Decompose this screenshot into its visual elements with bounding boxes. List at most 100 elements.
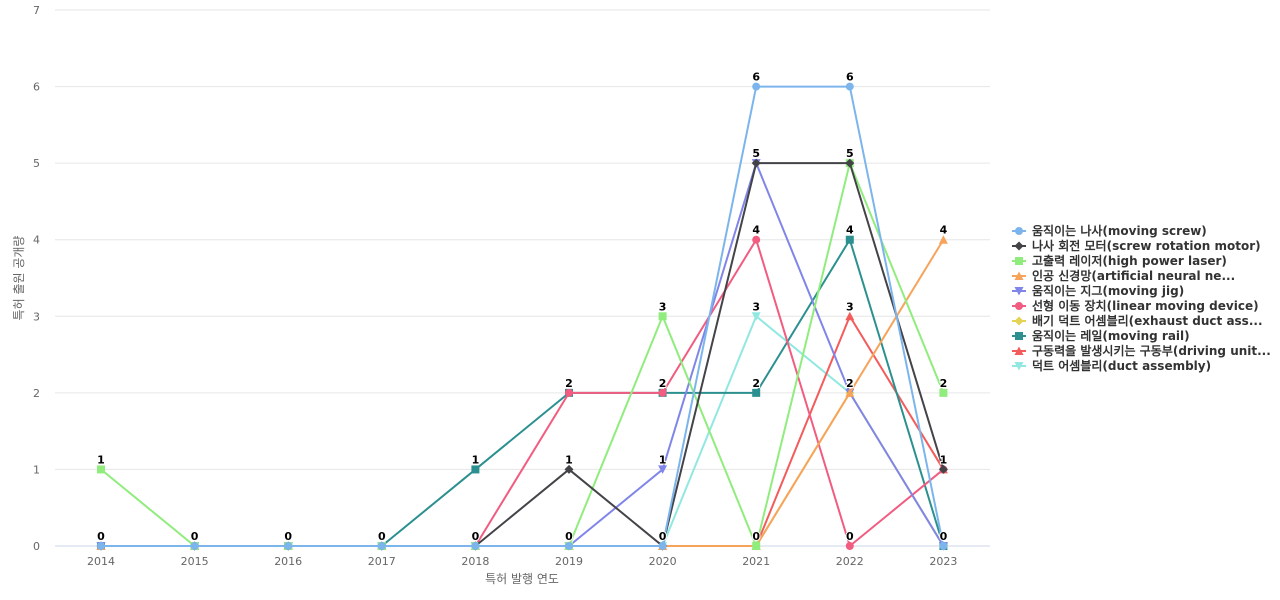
legend-item[interactable]: 움직이는 지그(moving jig) <box>1012 283 1184 298</box>
y-tick-label: 0 <box>33 540 40 553</box>
y-tick-label: 5 <box>33 157 40 170</box>
legend-item[interactable]: 나사 회전 모터(screw rotation motor) <box>1012 238 1261 253</box>
legend-marker[interactable] <box>1014 241 1024 251</box>
legend-item[interactable]: 움직이는 레일(moving rail) <box>1012 328 1190 343</box>
data-label: 3 <box>752 300 760 313</box>
legend-label: 인공 신경망(artificial neural ne... <box>1032 268 1235 283</box>
x-tick-label: 2015 <box>181 555 209 568</box>
series-point[interactable] <box>564 464 574 474</box>
data-label: 0 <box>659 530 667 543</box>
y-tick-label: 1 <box>33 463 40 476</box>
legend-marker[interactable] <box>1015 302 1023 310</box>
series-point[interactable] <box>939 542 948 550</box>
legend-marker[interactable] <box>1015 227 1023 235</box>
series-point[interactable] <box>845 158 855 168</box>
series-point[interactable] <box>752 82 761 91</box>
x-tick-label: 2018 <box>461 555 489 568</box>
x-axis-title: 특허 발행 연도 <box>485 571 559 586</box>
series-point[interactable] <box>752 388 761 397</box>
series-point[interactable] <box>845 82 854 91</box>
legend-item[interactable]: 덕트 어셈블리(duct assembly) <box>1012 358 1211 373</box>
x-tick-label: 2023 <box>929 555 957 568</box>
data-label: 2 <box>565 377 573 390</box>
data-label: 6 <box>752 71 760 84</box>
legend-item[interactable]: 고출력 레이저(high power laser) <box>1012 253 1227 268</box>
series-point[interactable] <box>751 312 761 321</box>
series-point[interactable] <box>845 388 855 397</box>
series-point[interactable] <box>938 235 948 244</box>
series-point[interactable] <box>284 542 293 550</box>
data-label: 4 <box>846 224 854 237</box>
data-label: 5 <box>752 147 760 160</box>
legend-label: 고출력 레이저(high power laser) <box>1032 253 1227 268</box>
legend-marker[interactable] <box>1014 287 1024 296</box>
legend-item[interactable]: 구동력을 발생시키는 구동부(driving unit... <box>1012 343 1271 358</box>
series-point[interactable] <box>471 542 480 550</box>
data-label: 3 <box>659 300 667 313</box>
series-point[interactable] <box>97 465 105 474</box>
data-labels: 1 0 0 0 0 1 0 2 1 0 3 2 1 0 6 5 4 3 2 0 6 5 4 3 2 0 4 2 1 0 <box>96 70 948 544</box>
legend-label: 선형 이동 장치(linear moving device) <box>1032 298 1259 313</box>
legend-item[interactable]: 인공 신경망(artificial neural ne... <box>1012 268 1235 283</box>
series-point[interactable] <box>751 158 761 168</box>
series-point[interactable] <box>97 542 105 550</box>
x-tick-label: 2014 <box>87 555 115 568</box>
legend-label: 나사 회전 모터(screw rotation motor) <box>1032 238 1261 253</box>
series-point[interactable] <box>565 542 573 550</box>
legend: 움직이는 나사(moving screw)나사 회전 모터(screw rota… <box>1012 223 1271 373</box>
data-label: 2 <box>752 377 760 390</box>
series-point[interactable] <box>658 465 668 474</box>
series-point[interactable] <box>471 465 480 474</box>
series-point[interactable] <box>939 388 948 397</box>
series-point[interactable] <box>845 542 854 550</box>
legend-label: 구동력을 발생시키는 구동부(driving unit... <box>1032 343 1271 358</box>
series-line[interactable] <box>101 162 945 547</box>
x-tick-label: 2017 <box>368 555 396 568</box>
data-label: 6 <box>846 71 854 84</box>
x-tick-label: 2020 <box>649 555 677 568</box>
data-label: 0 <box>565 530 573 543</box>
data-label: 1 <box>940 453 948 466</box>
legend-item[interactable]: 선형 이동 장치(linear moving device) <box>1012 298 1259 313</box>
legend-marker[interactable] <box>1014 271 1024 281</box>
data-label: 4 <box>752 224 760 237</box>
data-label: 2 <box>940 377 948 390</box>
series-point[interactable] <box>845 311 855 321</box>
x-tick-label: 2016 <box>274 555 302 568</box>
data-label: 0 <box>378 530 386 543</box>
y-tick-label: 6 <box>33 81 40 94</box>
series-line[interactable] <box>101 85 945 547</box>
legend-label: 움직이는 나사(moving screw) <box>1032 223 1207 238</box>
legend-item[interactable]: 배기 덕트 어셈블리(exhaust duct ass... <box>1012 313 1263 328</box>
y-tick-label: 4 <box>33 234 40 247</box>
legend-marker[interactable] <box>1014 316 1024 326</box>
series-point[interactable] <box>377 542 386 550</box>
legend-marker[interactable] <box>1014 346 1024 356</box>
series-0 <box>97 82 948 550</box>
series-point[interactable] <box>658 542 667 550</box>
series-point[interactable] <box>565 388 573 397</box>
series-2 <box>97 159 948 550</box>
series-point[interactable] <box>845 235 854 244</box>
series-point[interactable] <box>752 235 761 244</box>
data-label: 2 <box>846 377 854 390</box>
series-point[interactable] <box>752 542 761 550</box>
legend-marker[interactable] <box>1015 332 1023 340</box>
series-point[interactable] <box>190 542 199 550</box>
series-point[interactable] <box>658 312 667 321</box>
series-lines <box>96 82 948 551</box>
series-point[interactable] <box>938 464 948 474</box>
series-line[interactable] <box>101 162 945 547</box>
data-label: 0 <box>940 530 948 543</box>
y-axis: 0 1 2 3 4 5 6 7 <box>33 4 40 553</box>
data-label: 0 <box>472 530 480 543</box>
series-line[interactable] <box>100 162 945 547</box>
legend-item[interactable]: 움직이는 나사(moving screw) <box>1012 223 1207 238</box>
legend-marker[interactable] <box>1014 362 1024 371</box>
gridlines <box>55 9 990 547</box>
series-4 <box>96 159 948 551</box>
series-point[interactable] <box>658 388 667 397</box>
legend-marker[interactable] <box>1015 257 1023 265</box>
